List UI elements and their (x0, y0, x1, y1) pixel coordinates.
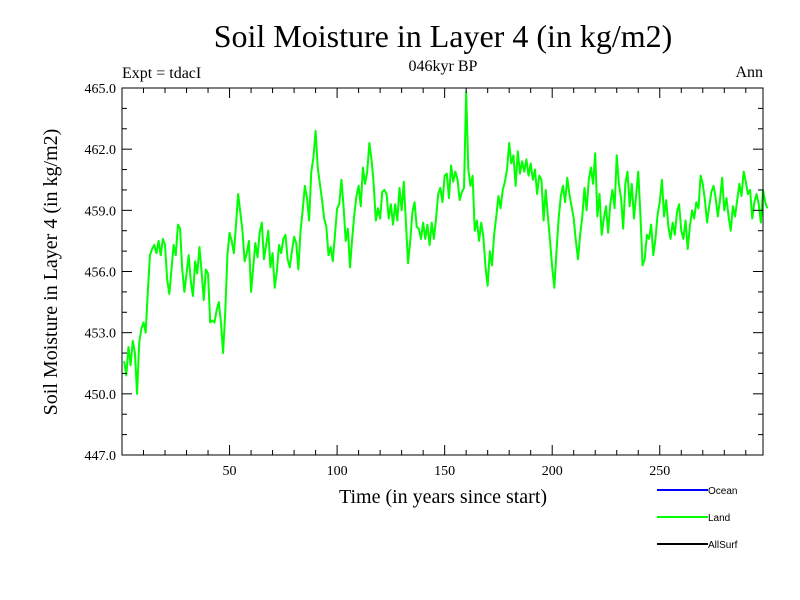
x-tick-label: 150 (434, 464, 455, 479)
chart-title: Soil Moisture in Layer 4 (in kg/m2) (214, 18, 673, 54)
y-tick-label: 450.0 (85, 388, 117, 403)
y-tick-label: 447.0 (85, 449, 117, 464)
season-label: Ann (735, 64, 763, 81)
y-tick-label: 456.0 (85, 266, 117, 281)
chart-subtitle: 046kyr BP (409, 58, 478, 75)
x-tick-label: 200 (542, 464, 563, 479)
experiment-label: Expt = tdacI (122, 65, 201, 82)
y-tick-label: 459.0 (85, 204, 117, 219)
y-tick-label: 462.0 (85, 143, 117, 158)
y-axis-label: Soil Moisture in Layer 4 (in kg/m2) (40, 129, 62, 416)
plot-frame (121, 87, 764, 456)
legend-label-ocean: Ocean (708, 486, 737, 497)
x-tick-label: 50 (223, 464, 237, 479)
y-tick-label: 453.0 (85, 327, 117, 342)
legend: Ocean Land AllSurf (657, 486, 738, 551)
legend-label-land: Land (708, 513, 730, 524)
axes: 447.0 450.0 453.0 456.0 459.0 462.0 465.0 50 100… (85, 82, 763, 479)
legend-label-allsurf: AllSurf (708, 540, 738, 551)
x-tick-label: 250 (649, 464, 670, 479)
series-line-land (123, 91, 769, 395)
plot-area (123, 91, 769, 395)
x-tick-label: 100 (327, 464, 348, 479)
y-tick-label: 465.0 (85, 82, 117, 97)
x-axis-label: Time (in years since start) (339, 486, 547, 508)
